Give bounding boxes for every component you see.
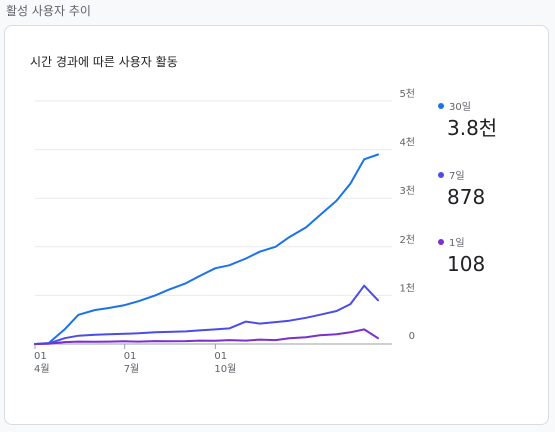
legend-item-1day[interactable]: 1일 108	[438, 238, 485, 277]
x-tick-label-month: 7월	[124, 363, 140, 375]
y-tick-label: 1천	[399, 282, 415, 294]
legend-value-1day: 108	[447, 252, 486, 276]
legend-dot-1day	[438, 239, 444, 245]
y-tick-label: 3천	[399, 185, 415, 197]
line-series-30day	[34, 153, 379, 345]
legend-dot-7day	[438, 172, 444, 178]
legend-value-7day: 878	[447, 185, 486, 209]
x-tick-label-day: 01	[34, 351, 47, 362]
legend-item-30day[interactable]: 30일 3.8천	[438, 102, 497, 141]
line-series-7day	[34, 284, 379, 345]
legend-label-30day: 30일	[449, 102, 471, 113]
y-tick-label: 5천	[399, 88, 415, 100]
y-tick-label: 0	[409, 331, 415, 342]
legend-label-1day: 1일	[449, 238, 465, 249]
legend-dot-30day	[438, 103, 444, 109]
x-tick-label-month: 4월	[34, 363, 50, 375]
x-tick-label-day: 01	[214, 351, 227, 362]
legend-label-7day: 7일	[449, 171, 465, 182]
x-tick-label-month: 10월	[214, 363, 236, 375]
legend-item-7day[interactable]: 7일 878	[438, 171, 485, 210]
y-tick-label: 4천	[399, 137, 415, 149]
x-tick-label-day: 01	[124, 351, 137, 362]
page-title: 활성 사용자 추이	[6, 4, 91, 18]
chart-card: 시간 경과에 따른 사용자 활동 0 1천 2천 3천 4천 5천 01 4월 01 7월 01 10…	[4, 25, 549, 425]
line-series-1day	[34, 328, 379, 345]
card-title: 시간 경과에 따른 사용자 활동	[30, 55, 178, 69]
legend-value-30day: 3.8천	[447, 116, 498, 140]
y-tick-label: 2천	[399, 234, 415, 246]
